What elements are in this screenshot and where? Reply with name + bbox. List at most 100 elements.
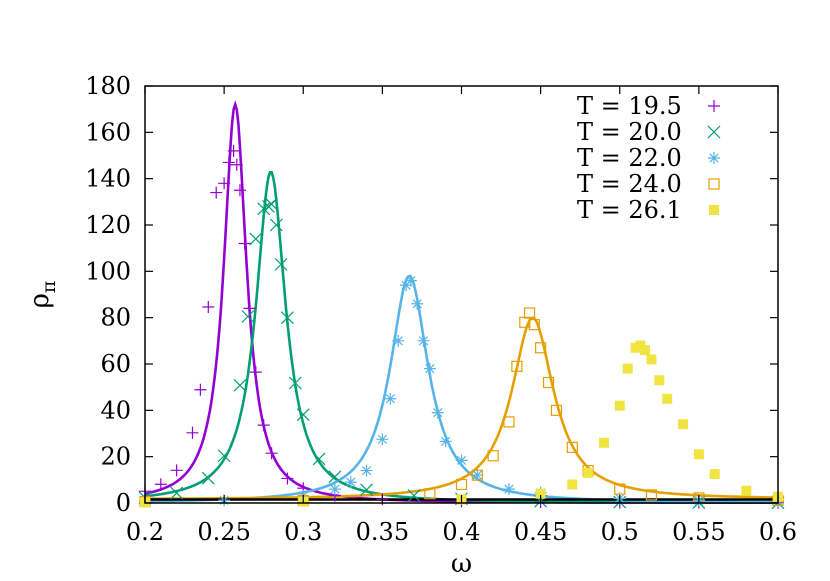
y-tick-label: 0 xyxy=(116,489,131,517)
legend-label: T = 20.0 xyxy=(577,118,682,146)
y-tick-label: 20 xyxy=(100,443,131,471)
x-tick-label: 0.3 xyxy=(284,518,322,546)
data-point xyxy=(640,345,651,356)
data-point xyxy=(392,334,405,347)
x-tick-label: 0.6 xyxy=(759,518,797,546)
legend: T = 19.5T = 20.0T = 22.0T = 24.0T = 26.1 xyxy=(577,92,721,224)
data-point xyxy=(233,184,246,197)
data-point xyxy=(328,470,342,484)
data-point xyxy=(230,158,243,171)
data-point xyxy=(471,468,484,481)
data-point xyxy=(471,469,483,481)
data-point xyxy=(423,362,436,375)
data-point xyxy=(407,489,421,503)
data-point xyxy=(249,232,263,246)
data-point xyxy=(523,307,536,319)
data-point xyxy=(265,197,279,211)
data-point xyxy=(269,218,283,232)
x-tick-label: 0.55 xyxy=(672,518,725,546)
data-point xyxy=(424,488,436,500)
data-point xyxy=(210,186,223,199)
data-point xyxy=(222,156,235,169)
data-point xyxy=(218,177,231,190)
data-point xyxy=(170,464,183,477)
data-point xyxy=(439,435,452,448)
data-point xyxy=(360,464,373,477)
legend-marker xyxy=(709,205,719,215)
data-point xyxy=(400,279,413,292)
data-point xyxy=(376,433,389,446)
data-point xyxy=(227,144,240,157)
legend-marker xyxy=(707,125,721,139)
data-point xyxy=(662,393,673,404)
data-point xyxy=(274,257,288,271)
data-point xyxy=(202,301,215,314)
x-tick-label: 0.4 xyxy=(442,518,480,546)
data-point xyxy=(384,392,397,405)
data-point xyxy=(487,450,499,462)
data-point xyxy=(614,400,625,411)
legend-label: T = 19.5 xyxy=(577,92,682,120)
data-point xyxy=(257,419,270,432)
data-point xyxy=(455,454,468,467)
data-point xyxy=(265,447,278,460)
legend-label: T = 22.0 xyxy=(577,144,682,172)
data-point xyxy=(238,237,251,250)
fit-curve xyxy=(145,274,778,504)
x-tick-label: 0.2 xyxy=(126,518,164,546)
data-point xyxy=(693,449,704,460)
data-point xyxy=(646,354,657,365)
y-tick-label: 80 xyxy=(100,304,131,332)
x-tick-label: 0.45 xyxy=(514,518,567,546)
data-point xyxy=(170,486,184,500)
data-point xyxy=(201,471,215,485)
data-point xyxy=(583,467,594,478)
data-point xyxy=(511,360,523,372)
x-tick-label: 0.35 xyxy=(356,518,409,546)
y-axis-label: ρπ xyxy=(25,281,60,309)
data-point xyxy=(528,319,540,331)
data-point xyxy=(567,479,578,490)
data-point xyxy=(550,404,563,416)
y-tick-label: 140 xyxy=(85,165,131,193)
data-point xyxy=(312,452,326,466)
fit-curve xyxy=(145,316,779,500)
data-point xyxy=(542,376,555,389)
data-point xyxy=(455,478,468,491)
data-point xyxy=(281,472,294,485)
data-point xyxy=(678,419,689,430)
data-point xyxy=(431,406,444,419)
data-point xyxy=(344,476,357,489)
data-point xyxy=(296,408,310,422)
data-point xyxy=(404,274,417,287)
data-point xyxy=(417,334,430,347)
data-point xyxy=(598,437,609,448)
data-point xyxy=(257,202,271,216)
data-point xyxy=(535,342,547,354)
axis-ticks: 0.2 0.25 0.3 0.35 0.4 0.45 0.5 0.55 0.6 0 20 40 60 80… xyxy=(85,72,797,546)
x-tick-label: 0.25 xyxy=(197,518,250,546)
data-point xyxy=(233,378,247,392)
data-point xyxy=(154,478,167,491)
y-tick-label: 160 xyxy=(85,118,131,146)
data-points xyxy=(138,144,785,510)
data-point xyxy=(503,416,515,428)
data-point xyxy=(249,366,262,379)
legend-label: T = 24.0 xyxy=(577,170,682,198)
y-tick-label: 40 xyxy=(100,396,131,424)
data-point xyxy=(328,483,341,496)
data-point xyxy=(411,297,424,310)
y-tick-label: 120 xyxy=(85,211,131,239)
data-point xyxy=(614,483,626,495)
data-point xyxy=(186,426,199,439)
data-point xyxy=(360,483,373,497)
data-point xyxy=(194,383,207,396)
data-point xyxy=(622,363,633,374)
y-tick-label: 180 xyxy=(85,72,131,100)
data-point xyxy=(502,483,515,496)
data-point xyxy=(654,375,665,386)
data-point xyxy=(288,376,302,390)
data-point xyxy=(243,302,256,315)
data-point xyxy=(645,489,658,501)
